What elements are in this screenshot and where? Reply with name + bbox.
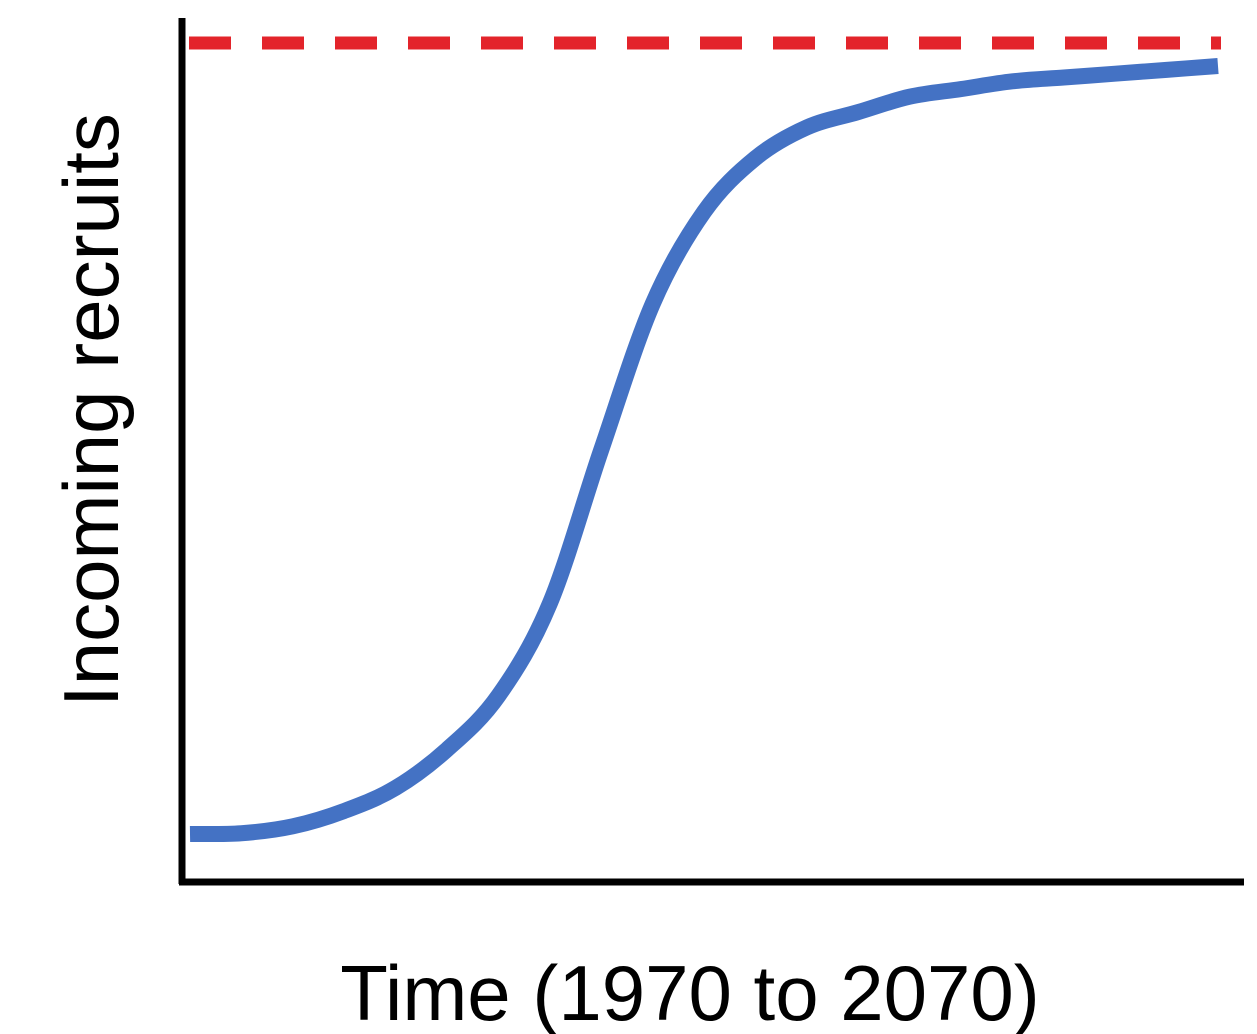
x-axis-label: Time (1970 to 2070) — [340, 949, 1040, 1034]
y-axis-label: Incoming recruits — [47, 113, 135, 707]
chart-marks — [189, 36, 1221, 843]
series-line-0 — [189, 58, 1219, 843]
